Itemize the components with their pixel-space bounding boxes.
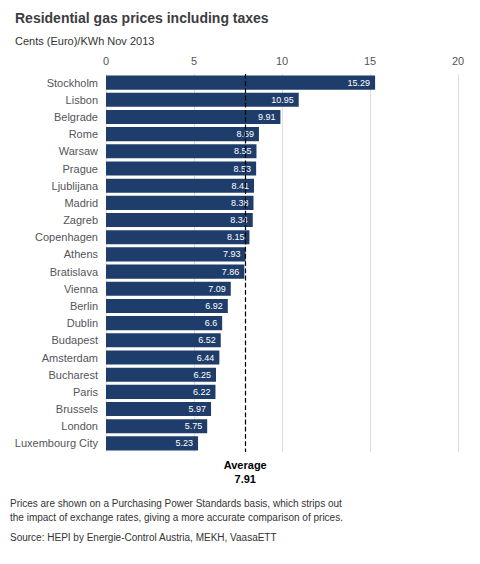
svg-text:8.15: 8.15: [227, 232, 245, 242]
svg-text:Budapest: Budapest: [52, 334, 98, 346]
svg-text:Source: HEPI by Energie-Contro: Source: HEPI by Energie-Control Austria,…: [10, 532, 277, 543]
svg-text:9.91: 9.91: [258, 112, 276, 122]
svg-text:8.41: 8.41: [231, 181, 249, 191]
svg-text:Copenhagen: Copenhagen: [35, 231, 98, 243]
svg-text:8.69: 8.69: [236, 129, 254, 140]
svg-text:5.23: 5.23: [176, 438, 194, 448]
svg-text:7.91: 7.91: [235, 473, 256, 485]
svg-text:8.38: 8.38: [231, 197, 249, 208]
svg-text:Lisbon: Lisbon: [66, 94, 98, 106]
svg-text:Average: Average: [224, 459, 267, 471]
svg-text:Paris: Paris: [73, 386, 99, 398]
svg-text:Amsterdam: Amsterdam: [42, 352, 98, 364]
svg-text:Cents (Euro)/KWh Nov 2013: Cents (Euro)/KWh Nov 2013: [15, 35, 154, 47]
svg-text:6.6: 6.6: [205, 318, 218, 328]
svg-text:Madrid: Madrid: [64, 197, 98, 209]
svg-text:Zagreb: Zagreb: [63, 214, 98, 226]
svg-text:Ljublijana: Ljublijana: [52, 180, 99, 192]
svg-text:Residential gas prices includi: Residential gas prices including taxes: [15, 10, 269, 26]
svg-text:20: 20: [452, 55, 464, 67]
svg-text:Stockholm: Stockholm: [47, 77, 98, 89]
svg-text:Prague: Prague: [63, 163, 98, 175]
svg-text:0: 0: [103, 55, 109, 67]
svg-text:6.25: 6.25: [193, 370, 211, 380]
svg-text:Belgrade: Belgrade: [54, 111, 98, 123]
svg-text:6.92: 6.92: [205, 301, 223, 311]
svg-text:5.97: 5.97: [189, 404, 207, 414]
svg-text:8.55: 8.55: [234, 146, 252, 156]
svg-text:6.22: 6.22: [193, 387, 211, 397]
svg-text:Vienna: Vienna: [64, 283, 99, 295]
svg-text:Berlin: Berlin: [70, 300, 98, 312]
svg-text:Luxembourg City: Luxembourg City: [15, 437, 99, 449]
svg-text:Bratislava: Bratislava: [50, 266, 99, 278]
svg-text:6.52: 6.52: [198, 335, 216, 345]
svg-text:10.95: 10.95: [271, 95, 294, 105]
svg-text:8.34: 8.34: [230, 215, 248, 225]
svg-text:Athens: Athens: [64, 248, 99, 260]
svg-text:6.44: 6.44: [197, 353, 215, 363]
svg-text:Rome: Rome: [69, 128, 98, 140]
svg-text:10: 10: [276, 55, 288, 67]
svg-text:Prices are shown on a Purchasi: Prices are shown on a Purchasing Power S…: [10, 498, 342, 509]
svg-text:London: London: [61, 420, 98, 432]
svg-text:5.75: 5.75: [185, 421, 203, 431]
svg-text:7.86: 7.86: [222, 267, 240, 277]
svg-text:7.09: 7.09: [208, 284, 226, 294]
svg-text:8.53: 8.53: [234, 164, 252, 174]
svg-text:the impact of exchange rates,: the impact of exchange rates, giving a m…: [10, 512, 343, 523]
svg-text:5: 5: [191, 55, 197, 67]
svg-text:15.29: 15.29: [348, 78, 371, 88]
svg-text:Brussels: Brussels: [56, 403, 99, 415]
svg-text:Dublin: Dublin: [67, 317, 98, 329]
svg-text:7.93: 7.93: [223, 249, 241, 259]
svg-text:Bucharest: Bucharest: [48, 369, 98, 381]
svg-text:15: 15: [364, 55, 376, 67]
svg-text:Warsaw: Warsaw: [59, 145, 98, 157]
